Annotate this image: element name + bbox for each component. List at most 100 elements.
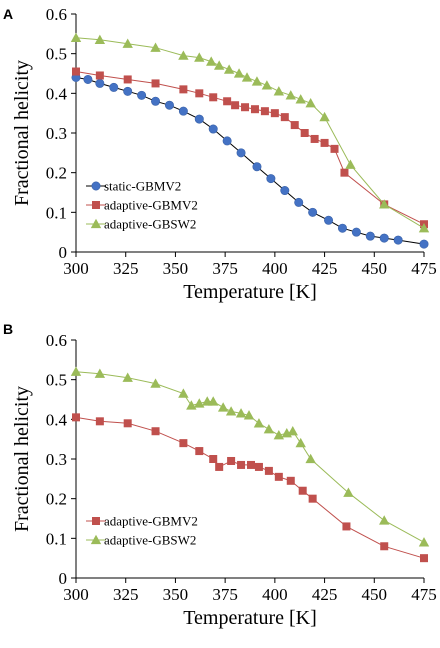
data-point [150, 42, 161, 52]
data-point [290, 121, 299, 130]
legend-item: static-GBMV2 [86, 179, 181, 194]
data-point [206, 56, 217, 66]
data-point [266, 174, 276, 184]
legend: static-GBMV2 adaptive-GBMV2 adaptive-GBSW2 [86, 179, 198, 232]
data-point [351, 227, 361, 237]
data-point [330, 144, 339, 153]
data-point [393, 235, 403, 245]
y-axis-title: Fractional helicity [11, 386, 33, 532]
data-point [273, 430, 285, 440]
data-point [194, 398, 205, 408]
data-point [294, 197, 304, 207]
x-tick-label: 375 [212, 259, 238, 278]
data-point [91, 181, 101, 191]
data-point [340, 168, 349, 177]
series-adaptive-gbmv2 [72, 413, 428, 563]
legend: adaptive-GBMV2 adaptive-GBSW2 [86, 514, 198, 548]
series-line [75, 71, 425, 225]
data-point [222, 136, 232, 146]
data-point [379, 515, 390, 525]
data-point [295, 437, 306, 448]
data-point [123, 419, 132, 428]
x-tick-label: 425 [312, 585, 338, 604]
x-tick-label: 400 [262, 585, 288, 604]
data-point [252, 162, 262, 172]
data-point [324, 215, 334, 225]
x-tick-label: 475 [411, 585, 437, 604]
data-point [95, 78, 105, 88]
data-point [231, 101, 240, 110]
data-point [227, 456, 236, 465]
legend-item: adaptive-GBMV2 [86, 514, 198, 529]
data-point [90, 218, 102, 229]
data-point [122, 38, 133, 48]
data-point [379, 233, 389, 243]
data-point [274, 472, 283, 481]
data-point [186, 400, 197, 410]
x-tick-label: 475 [411, 259, 437, 278]
y-tick-label: 0.1 [46, 203, 67, 222]
data-point [151, 79, 160, 88]
x-tick-label: 375 [212, 585, 238, 604]
data-point [251, 76, 263, 86]
data-point [95, 71, 104, 80]
data-point [94, 34, 106, 44]
data-point [308, 494, 317, 503]
data-point [241, 72, 253, 82]
data-point [285, 90, 296, 100]
data-point [305, 453, 316, 464]
data-point [233, 68, 245, 78]
data-point [137, 90, 147, 100]
data-point [261, 80, 273, 90]
data-point [298, 486, 307, 495]
data-point [237, 460, 246, 469]
data-point [254, 462, 263, 471]
legend-label: adaptive-GBSW2 [104, 533, 196, 548]
data-point [151, 96, 161, 106]
panel-letter: A [3, 6, 13, 22]
data-point [310, 134, 319, 143]
data-point [241, 103, 250, 112]
data-point [270, 109, 279, 118]
legend-label: adaptive-GBSW2 [104, 217, 196, 232]
legend-item: adaptive-GBMV2 [86, 198, 198, 213]
data-point [178, 388, 189, 398]
data-point [194, 114, 204, 124]
data-point [280, 113, 289, 122]
y-tick-label: 0.5 [46, 371, 67, 390]
chart-panel-b: B 0 0.1 0.2 0.3 0.4 0.5 0.6 300 325 350 375 400 425 45… [3, 321, 437, 629]
data-point [164, 100, 174, 110]
data-point [337, 223, 347, 233]
data-point [380, 542, 389, 551]
y-tick-label: 0.3 [46, 124, 67, 143]
data-point [92, 517, 100, 525]
x-tick-label: 450 [362, 259, 388, 278]
data-point [90, 534, 102, 545]
data-point [246, 460, 255, 469]
chart-panel-a: A 0 0.1 0.2 0.3 0.4 0.5 0.6 300 325 350 375 400 425 45… [3, 5, 437, 303]
y-axis-title: Fractional helicity [11, 60, 33, 206]
legend-label: static-GBMV2 [104, 179, 181, 194]
x-tick-label: 325 [113, 259, 139, 278]
series-static-gbmv2 [71, 72, 429, 249]
x-tick-label: 350 [163, 585, 189, 604]
data-point [70, 32, 82, 42]
data-point [150, 378, 161, 388]
data-point [123, 75, 132, 84]
data-point [264, 466, 273, 475]
data-point [342, 522, 351, 531]
data-point [122, 372, 133, 382]
data-point [280, 186, 290, 196]
legend-label: adaptive-GBMV2 [104, 198, 198, 213]
x-tick-label: 325 [113, 585, 139, 604]
data-point [213, 60, 225, 70]
data-point [223, 64, 235, 74]
y-tick-label: 0.1 [46, 529, 67, 548]
data-point [243, 410, 255, 420]
data-point [151, 427, 160, 436]
data-point [379, 199, 390, 209]
data-point [194, 52, 205, 62]
legend-label: adaptive-GBMV2 [104, 514, 198, 529]
data-point [215, 462, 224, 471]
